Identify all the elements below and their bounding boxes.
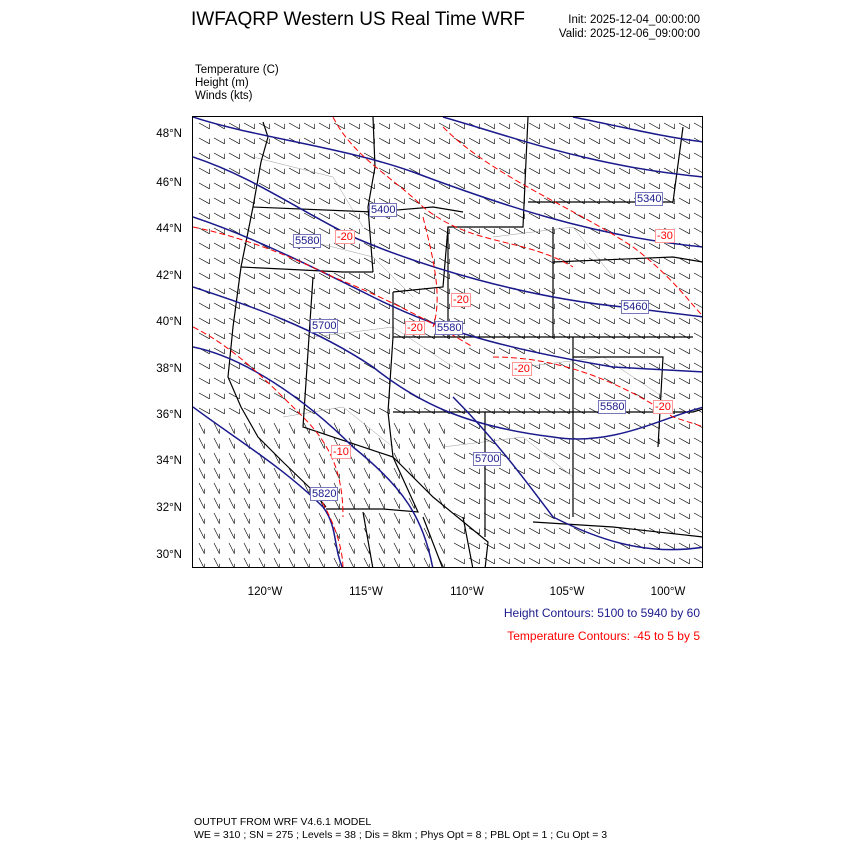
field-height: Height (m) [195, 77, 249, 89]
lat-label: 42°N [156, 270, 182, 282]
lat-label: 44°N [156, 223, 182, 235]
height-contour-label: 5400 [369, 203, 398, 217]
field-winds: Winds (kts) [195, 90, 253, 102]
height-contour-label: 5700 [473, 452, 502, 466]
temperature-contour-label: -20 [653, 400, 673, 414]
height-contour-label: 5580 [598, 400, 627, 414]
lat-label: 30°N [156, 549, 182, 561]
temperature-contour-label: -20 [451, 293, 471, 307]
wind-barbs [198, 122, 702, 567]
county-borders [252, 156, 664, 478]
height-contour-label: 5820 [310, 487, 339, 501]
plot-title: IWFAQRP Western US Real Time WRF [191, 9, 525, 30]
height-contour-label: 5340 [635, 192, 664, 206]
weather-map: 5400 5580 -20 5700 -20 5580 -20 5340 -30… [192, 116, 703, 568]
temperature-contour-label: -20 [512, 362, 532, 376]
lon-label: 115°W [349, 586, 383, 598]
lon-label: 105°W [549, 586, 585, 598]
temperature-contour-label: -10 [331, 445, 351, 459]
temperature-contour-label: -20 [405, 321, 425, 335]
footer-settings: WE = 310 ; SN = 275 ; Levels = 38 ; Dis … [194, 829, 608, 841]
height-contour-label: 5460 [621, 300, 650, 314]
lon-label: 100°W [650, 586, 686, 598]
lat-label: 40°N [156, 316, 182, 328]
lon-label: 110°W [450, 586, 484, 598]
valid-time: Valid: 2025-12-06_09:00:00 [558, 28, 700, 40]
height-contour-label: 5580 [293, 234, 322, 248]
footer-model: OUTPUT FROM WRF V4.6.1 MODEL [194, 816, 372, 828]
temperature-contours [193, 117, 702, 567]
lon-label: 120°W [247, 586, 283, 598]
lat-label: 34°N [156, 455, 182, 467]
lat-label: 48°N [156, 128, 182, 140]
field-temperature: Temperature (C) [195, 64, 279, 76]
lat-label: 46°N [156, 177, 182, 189]
height-contour-info: Height Contours: 5100 to 5940 by 60 [503, 606, 700, 620]
temperature-contour-label: -20 [335, 230, 355, 244]
height-contour-label: 5580 [435, 321, 464, 335]
init-time: Init: 2025-12-04_00:00:00 [568, 14, 700, 26]
temperature-contour-info: Temperature Contours: -45 to 5 by 5 [507, 629, 700, 643]
lat-label: 32°N [156, 502, 182, 514]
height-contours [193, 117, 702, 567]
lat-label: 36°N [156, 409, 182, 421]
state-borders [227, 117, 702, 567]
temperature-contour-label: -30 [655, 229, 675, 243]
height-contour-label: 5700 [310, 319, 339, 333]
lat-label: 38°N [156, 363, 182, 375]
